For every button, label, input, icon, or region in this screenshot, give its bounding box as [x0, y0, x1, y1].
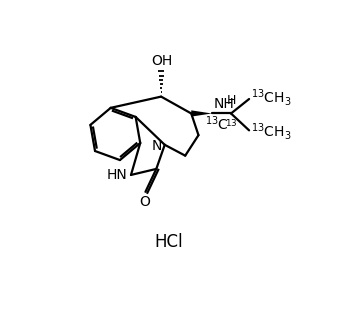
Text: $^{13}$CH$_3$: $^{13}$CH$_3$: [251, 87, 291, 108]
Text: NH: NH: [214, 97, 234, 110]
Text: OH: OH: [152, 54, 173, 69]
Text: HCl: HCl: [154, 233, 183, 251]
Polygon shape: [191, 110, 212, 117]
Text: H: H: [226, 94, 236, 107]
Text: N: N: [151, 139, 162, 153]
Text: $^{13}$CH$_3$: $^{13}$CH$_3$: [251, 121, 291, 142]
Text: HN: HN: [107, 168, 127, 182]
Text: $^{13}$C: $^{13}$C: [205, 115, 228, 133]
Text: O: O: [139, 195, 150, 209]
Text: $_{13}$: $_{13}$: [225, 116, 238, 129]
